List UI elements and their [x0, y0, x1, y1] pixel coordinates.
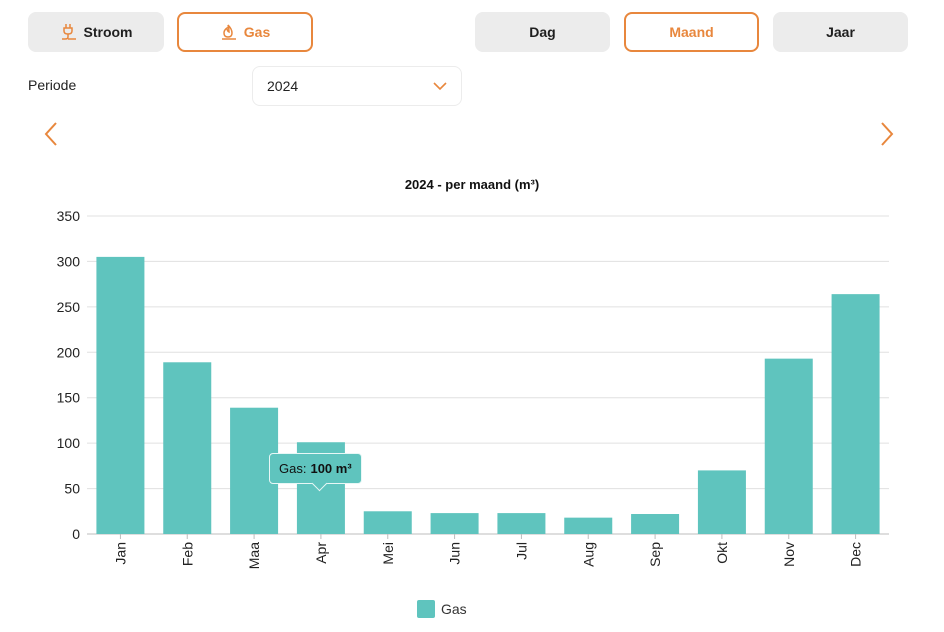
- chevron-right-icon: [874, 122, 898, 152]
- gas-tab-label: Gas: [243, 24, 271, 40]
- x-tick-label: Dec: [848, 542, 864, 567]
- dag-tab-button[interactable]: Dag: [475, 12, 610, 52]
- stroom-tab-button[interactable]: Stroom: [28, 12, 164, 52]
- previous-year-button[interactable]: [40, 120, 64, 148]
- bar[interactable]: [564, 517, 613, 534]
- chart-title: 2024 - per maand (m³): [404, 177, 540, 192]
- bar[interactable]: [631, 514, 680, 534]
- maand-tab-label: Maand: [669, 24, 714, 40]
- bar-tooltip: Gas: 100 m³: [269, 453, 362, 484]
- chart-legend[interactable]: Gas: [417, 600, 467, 618]
- x-tick-label: Feb: [179, 542, 195, 566]
- x-tick-label: Nov: [781, 542, 797, 567]
- y-tick-label: 0: [72, 526, 80, 542]
- bar[interactable]: [430, 513, 479, 534]
- jaar-tab-button[interactable]: Jaar: [773, 12, 908, 52]
- legend-swatch: [417, 600, 435, 618]
- stroom-tab-label: Stroom: [83, 24, 133, 40]
- bar[interactable]: [831, 294, 880, 534]
- periode-label: Periode: [28, 77, 77, 93]
- year-select[interactable]: 2024: [252, 66, 462, 106]
- dag-tab-label: Dag: [529, 24, 556, 40]
- bar[interactable]: [697, 470, 746, 534]
- bar[interactable]: [764, 358, 813, 534]
- legend-label: Gas: [441, 601, 467, 617]
- x-tick-label: Aug: [580, 542, 596, 567]
- chevron-left-icon: [40, 122, 64, 152]
- y-tick-label: 150: [57, 390, 81, 406]
- next-year-button[interactable]: [874, 120, 898, 148]
- y-tick-label: 200: [57, 344, 81, 360]
- x-tick-label: Maa: [246, 542, 262, 569]
- maand-tab-button[interactable]: Maand: [624, 12, 759, 52]
- chevron-down-icon: [433, 78, 447, 94]
- bar[interactable]: [163, 362, 212, 534]
- gas-tab-button[interactable]: Gas: [177, 12, 313, 52]
- x-tick-label: Apr: [313, 542, 329, 564]
- y-tick-label: 50: [64, 481, 80, 497]
- flame-icon: [220, 22, 238, 42]
- x-tick-label: Sep: [647, 542, 663, 567]
- bar[interactable]: [96, 256, 145, 534]
- x-tick-label: Mei: [380, 542, 396, 565]
- bar[interactable]: [497, 513, 546, 534]
- plug-icon: [60, 22, 78, 42]
- y-tick-label: 350: [57, 208, 81, 224]
- y-tick-label: 250: [57, 299, 81, 315]
- x-tick-label: Jan: [112, 542, 128, 565]
- tooltip-label: Gas:: [279, 461, 307, 476]
- bar[interactable]: [363, 511, 412, 534]
- jaar-tab-label: Jaar: [826, 24, 855, 40]
- x-tick-label: Jun: [447, 542, 463, 565]
- x-tick-label: Okt: [714, 542, 730, 564]
- tooltip-value: 100 m³: [310, 461, 352, 476]
- gas-bar-chart: 0 50 100 150 200 250 300 350 Jan Feb Maa Apr Mei Jun J…: [57, 208, 889, 569]
- y-tick-label: 100: [57, 435, 81, 451]
- year-select-value: 2024: [267, 78, 299, 94]
- y-tick-label: 300: [57, 253, 81, 269]
- x-tick-label: Jul: [513, 542, 529, 560]
